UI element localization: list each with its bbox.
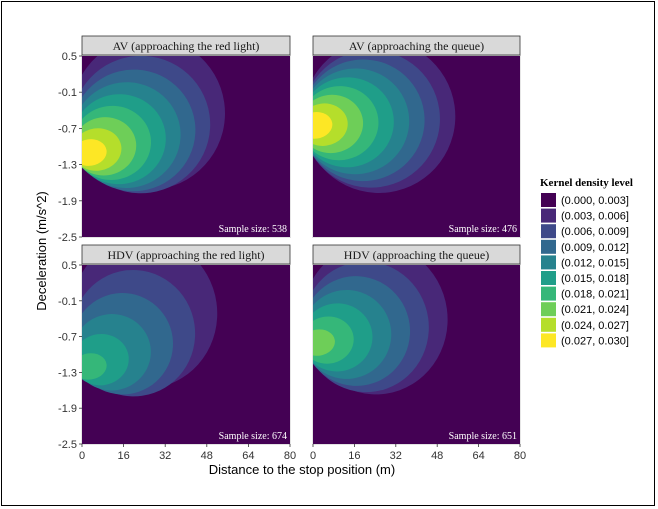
- x-tick-label: 32: [390, 450, 402, 462]
- legend-swatch: [541, 333, 556, 348]
- facet-strip: [312, 244, 521, 265]
- y-tick-label: -0.1: [58, 87, 77, 99]
- legend-swatch: [541, 286, 556, 301]
- legend-swatch: [541, 193, 556, 207]
- y-tick-label: -0.7: [58, 123, 77, 135]
- facet-panel-2: AV (approaching the queue) Sample size: 4…: [312, 35, 521, 238]
- legend-swatch: [541, 271, 556, 285]
- x-tick-label: 64: [472, 450, 484, 462]
- density-level-7: [82, 353, 107, 380]
- facet-title: HDV (approaching the queue): [344, 248, 489, 262]
- facet-title: AV (approaching the red light): [113, 39, 260, 53]
- density-contours: [313, 56, 520, 237]
- sample-size-label: Sample size: 476: [449, 224, 517, 235]
- y-tick-label: -1.3: [58, 160, 77, 172]
- x-tick-label: 80: [514, 450, 526, 462]
- legend-label: (0.009, 0.012]: [561, 242, 629, 254]
- legend-label: (0.000, 0.003]: [561, 195, 629, 207]
- y-tick-label: -1.3: [58, 367, 77, 379]
- legend-label: (0.018, 0.021]: [561, 289, 629, 301]
- facet-title: HDV (approaching the red light): [107, 248, 264, 262]
- x-tick-label: 80: [284, 450, 296, 462]
- y-tick-label: 0.5: [62, 260, 77, 272]
- x-tick-label: 16: [348, 450, 360, 462]
- legend-label: (0.006, 0.009]: [561, 226, 629, 238]
- x-tick-label: 0: [79, 450, 85, 462]
- x-tick-label: 0: [310, 450, 316, 462]
- legend-swatch: [541, 208, 556, 223]
- legend-label: (0.003, 0.006]: [561, 211, 629, 223]
- y-tick-label: -2.5: [58, 439, 77, 451]
- facet-panel-4: HDV (approaching the queue) Sample size: …: [310, 244, 526, 462]
- density-contours: [313, 265, 520, 444]
- facet-strip: [81, 35, 291, 56]
- facet-panel-3: HDV (approaching the red light) Sample si…: [58, 244, 296, 462]
- y-axis-title: Deceleration (m/s^2): [34, 191, 49, 311]
- facet-panel-1: AV (approaching the red light) Sample siz…: [58, 35, 291, 244]
- x-tick-label: 48: [201, 450, 213, 462]
- facet-panels: AV (approaching the red light) Sample siz…: [58, 35, 526, 462]
- x-axis-title: Distance to the stop position (m): [209, 462, 395, 477]
- legend-label: (0.021, 0.024]: [561, 304, 629, 316]
- y-tick-label: -0.1: [58, 296, 77, 308]
- y-tick-label: -1.9: [58, 403, 77, 415]
- x-tick-label: 32: [159, 450, 171, 462]
- legend-swatch: [541, 239, 556, 254]
- y-tick-label: -1.9: [58, 196, 77, 208]
- legend-label: (0.027, 0.030]: [561, 335, 629, 347]
- density-contours: [82, 265, 290, 444]
- legend-title: Kernel density level: [540, 177, 633, 189]
- legend-label: (0.015, 0.018]: [561, 273, 629, 285]
- density-level-8: [313, 329, 335, 356]
- axes: Distance to the stop position (m) Decele…: [34, 191, 395, 477]
- legend-swatch: [541, 255, 556, 270]
- x-tick-label: 64: [242, 450, 254, 462]
- facet-title: AV (approaching the queue): [349, 39, 484, 53]
- legend-label: (0.012, 0.015]: [561, 257, 629, 269]
- x-tick-label: 48: [431, 450, 443, 462]
- facet-strip: [81, 244, 291, 265]
- density-contours: [82, 56, 290, 237]
- sample-size-label: Sample size: 538: [219, 224, 287, 235]
- y-tick-label: -2.5: [58, 232, 77, 244]
- sample-size-label: Sample size: 674: [219, 431, 287, 442]
- legend-swatch: [541, 302, 556, 317]
- y-tick-label: 0.5: [62, 51, 77, 63]
- density-level-10: [313, 112, 333, 139]
- y-tick-label: -0.7: [58, 332, 77, 344]
- facet-strip: [312, 35, 521, 56]
- legend-label: (0.024, 0.027]: [561, 320, 629, 332]
- legend-swatch: [541, 317, 556, 332]
- density-level-10: [82, 139, 107, 166]
- legend: Kernel density level (0.000, 0.003] (0.00…: [540, 177, 633, 348]
- x-tick-label: 16: [117, 450, 129, 462]
- legend-swatch: [541, 224, 556, 239]
- sample-size-label: Sample size: 651: [449, 431, 517, 442]
